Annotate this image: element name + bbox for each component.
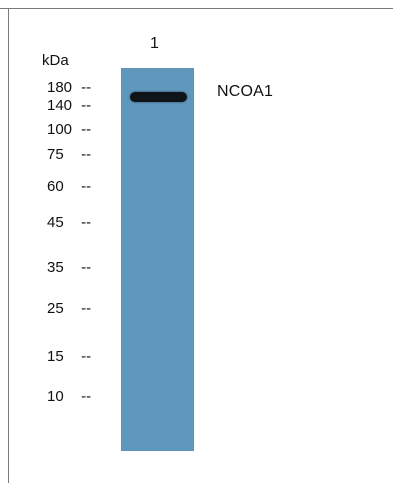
band-label: NCOA1	[217, 83, 274, 100]
marker-60: 60 --	[47, 179, 107, 194]
marker-dash: --	[81, 178, 92, 195]
kda-unit-label: kDa	[42, 52, 69, 69]
marker-180: 180 --	[47, 80, 107, 95]
frame-left-line	[8, 8, 9, 483]
marker-value: 15	[47, 348, 64, 365]
marker-value: 25	[47, 300, 64, 317]
marker-75: 75 --	[47, 147, 107, 162]
marker-value: 75	[47, 146, 64, 163]
marker-15: 15 --	[47, 349, 107, 364]
marker-25: 25 --	[47, 301, 107, 316]
marker-value: 60	[47, 178, 64, 195]
marker-value: 10	[47, 388, 64, 405]
marker-dash: --	[81, 300, 92, 317]
marker-dash: --	[81, 79, 92, 96]
marker-value: 180	[47, 79, 73, 96]
marker-value: 45	[47, 214, 64, 231]
marker-dash: --	[81, 121, 92, 138]
blot-lane	[121, 68, 194, 451]
marker-35: 35 --	[47, 260, 107, 275]
marker-100: 100 --	[47, 122, 107, 137]
marker-dash: --	[81, 214, 92, 231]
marker-dash: --	[81, 259, 92, 276]
marker-dash: --	[81, 97, 92, 114]
marker-value: 100	[47, 121, 73, 138]
marker-value: 140	[47, 97, 73, 114]
lane-number-label: 1	[150, 35, 159, 52]
marker-dash: --	[81, 146, 92, 163]
marker-dash: --	[81, 348, 92, 365]
marker-140: 140 --	[47, 98, 107, 113]
marker-value: 35	[47, 259, 64, 276]
frame-top-line	[0, 8, 393, 9]
marker-45: 45 --	[47, 215, 107, 230]
marker-10: 10 --	[47, 389, 107, 404]
marker-dash: --	[81, 388, 92, 405]
ncoa1-band	[130, 92, 187, 102]
